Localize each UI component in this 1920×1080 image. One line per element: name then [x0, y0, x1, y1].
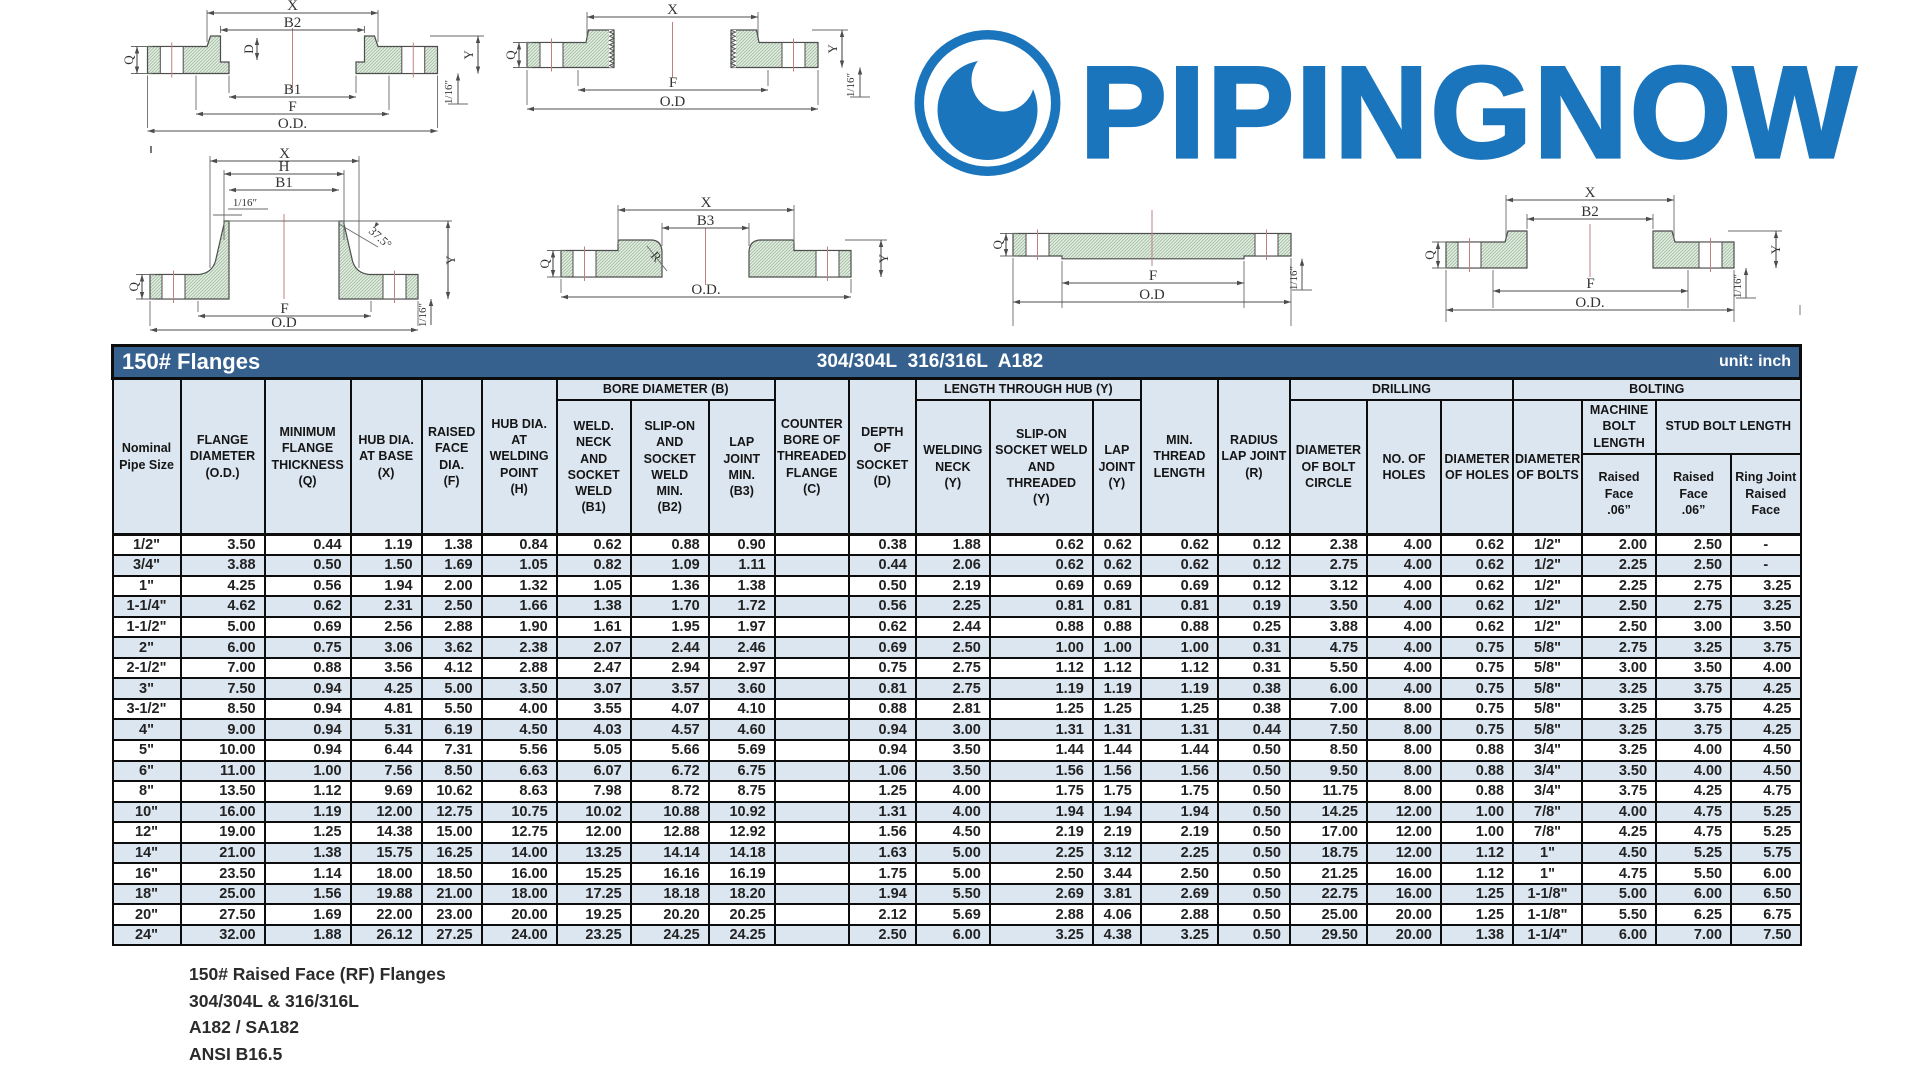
- svg-text:B2: B2: [1581, 204, 1599, 220]
- svg-text:Y: Y: [1768, 244, 1783, 254]
- svg-text:PIPINGNOW: PIPINGNOW: [1080, 39, 1858, 185]
- svg-text:1/16″: 1/16″: [443, 80, 455, 104]
- svg-text:B1: B1: [275, 175, 293, 191]
- svg-text:D: D: [241, 44, 256, 53]
- svg-text:1/16″: 1/16″: [233, 197, 257, 209]
- svg-text:F: F: [669, 75, 677, 91]
- svg-text:O.D.: O.D.: [1575, 295, 1604, 311]
- svg-text:Q: Q: [537, 258, 552, 268]
- svg-text:1/16″: 1/16″: [417, 303, 429, 327]
- svg-text:Y: Y: [461, 49, 476, 59]
- svg-text:F: F: [280, 301, 288, 317]
- svg-text:Q: Q: [990, 239, 1005, 249]
- svg-text:1/16″: 1/16″: [1288, 266, 1300, 290]
- svg-text:Q: Q: [1422, 250, 1437, 260]
- svg-text:X: X: [279, 146, 290, 162]
- svg-text:X: X: [667, 2, 678, 18]
- svg-text:B1: B1: [284, 82, 302, 98]
- svg-text:Y: Y: [443, 255, 458, 265]
- svg-text:X: X: [701, 195, 712, 211]
- svg-text:H: H: [279, 159, 290, 175]
- svg-text:F: F: [288, 99, 296, 115]
- svg-text:Q: Q: [503, 50, 518, 60]
- svg-text:O.D.: O.D.: [691, 282, 720, 298]
- svg-text:37.5°: 37.5°: [366, 224, 395, 252]
- svg-text:Y: Y: [825, 43, 840, 53]
- svg-text:O.D: O.D: [271, 315, 297, 331]
- svg-text:F: F: [1586, 276, 1594, 292]
- svg-text:X: X: [287, 0, 298, 14]
- svg-text:B2: B2: [284, 15, 302, 31]
- svg-text:Q: Q: [121, 55, 136, 65]
- svg-text:X: X: [1585, 185, 1596, 201]
- svg-text:F: F: [1149, 268, 1157, 284]
- svg-text:O.D: O.D: [1139, 287, 1165, 303]
- svg-text:B3: B3: [697, 213, 715, 229]
- svg-text:Y: Y: [876, 253, 891, 263]
- svg-text:Q: Q: [126, 281, 141, 291]
- svg-text:O.D: O.D: [660, 94, 686, 110]
- svg-text:O.D.: O.D.: [278, 116, 307, 132]
- svg-text:1/16″: 1/16″: [1732, 274, 1744, 298]
- svg-text:1/16″: 1/16″: [845, 73, 857, 97]
